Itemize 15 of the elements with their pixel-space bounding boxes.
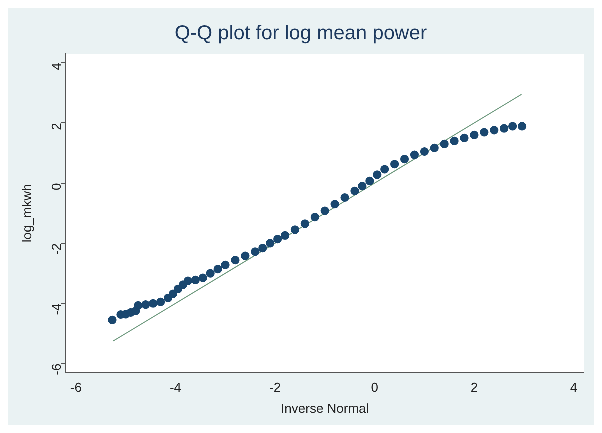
- y-axis-title: log_mkwh: [19, 184, 34, 243]
- y-tick-label: 2: [48, 123, 64, 130]
- x-tick-label: 2: [470, 380, 478, 396]
- chart-title: Q-Q plot for log mean power: [174, 22, 428, 45]
- y-tick-label: -4: [48, 304, 64, 316]
- x-tick-label: 4: [570, 380, 578, 396]
- x-tick-label: -4: [170, 380, 182, 396]
- x-axis-title: Inverse Normal: [281, 400, 370, 416]
- y-tick-label: 0: [48, 183, 64, 191]
- x-tick-label: -6: [70, 380, 82, 396]
- y-tick-label: 4: [48, 63, 64, 70]
- y-tick-label: -6: [48, 364, 64, 376]
- x-tick-label: 0: [371, 380, 379, 396]
- x-tick-label: -2: [270, 380, 282, 396]
- y-tick-label: -2: [48, 243, 64, 256]
